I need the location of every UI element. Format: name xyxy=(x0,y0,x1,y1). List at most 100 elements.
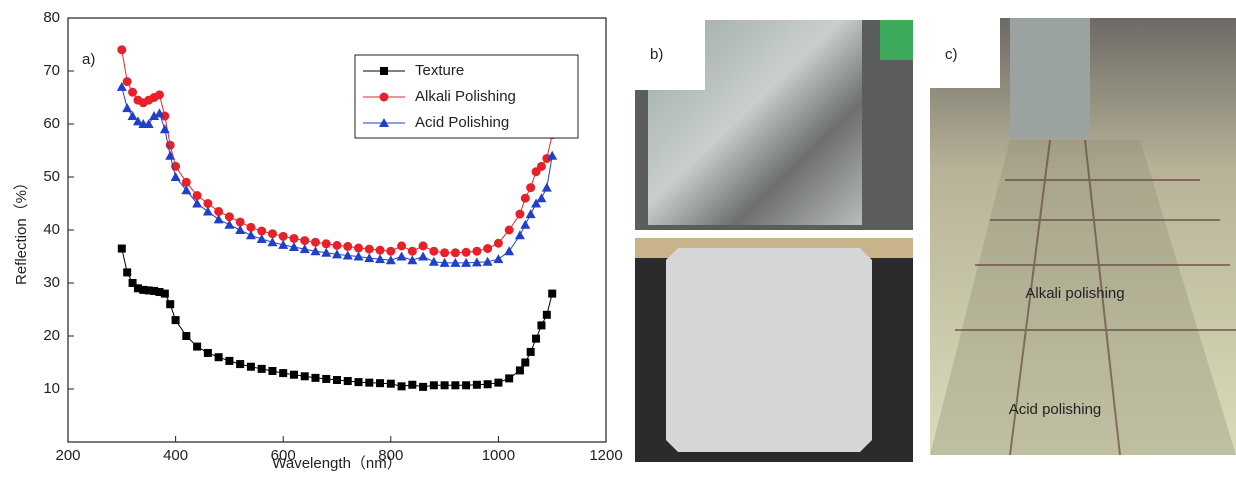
data-point xyxy=(154,108,165,118)
data-point xyxy=(117,244,126,253)
data-point xyxy=(192,191,202,201)
data-point xyxy=(386,246,396,256)
data-point xyxy=(246,222,256,232)
data-point xyxy=(461,247,471,257)
data-point xyxy=(440,248,450,258)
data-point xyxy=(396,251,407,261)
data-point xyxy=(214,206,224,216)
data-point xyxy=(224,212,234,222)
data-point xyxy=(155,288,164,297)
data-point xyxy=(128,87,138,97)
panel-label: c) xyxy=(945,46,958,63)
data-point xyxy=(504,225,514,235)
data-point xyxy=(353,251,364,261)
data-point xyxy=(343,377,352,386)
panel-label: a) xyxy=(82,51,95,68)
data-point xyxy=(418,251,429,261)
data-point xyxy=(440,381,449,390)
y-tick-label: 50 xyxy=(43,168,60,185)
data-point xyxy=(439,257,450,267)
data-point xyxy=(333,375,341,384)
data-point xyxy=(429,381,438,390)
data-point xyxy=(181,185,192,195)
data-point xyxy=(520,193,530,203)
data-point xyxy=(472,380,481,389)
data-point xyxy=(143,119,154,128)
data-point xyxy=(483,380,492,389)
data-point xyxy=(123,268,132,277)
data-point xyxy=(547,150,558,160)
data-point xyxy=(288,241,299,251)
series-line xyxy=(121,248,553,388)
x-tick-label: 600 xyxy=(271,447,296,464)
data-point xyxy=(429,246,439,256)
data-point xyxy=(537,321,546,330)
data-point xyxy=(375,254,386,264)
data-point xyxy=(235,225,246,234)
background xyxy=(880,20,913,60)
data-point xyxy=(257,364,266,373)
data-point xyxy=(342,250,353,260)
data-point xyxy=(122,77,132,87)
data-point xyxy=(419,382,428,391)
data-point xyxy=(213,214,224,224)
data-point xyxy=(245,230,256,240)
wafer xyxy=(666,248,872,452)
data-point xyxy=(192,198,203,208)
legend-marker xyxy=(380,67,388,75)
wafer-grid xyxy=(955,139,1236,456)
data-point xyxy=(299,244,310,254)
data-point xyxy=(428,256,439,266)
data-point xyxy=(376,379,385,388)
data-point xyxy=(154,90,164,100)
data-point xyxy=(321,239,331,249)
data-point xyxy=(407,246,417,256)
data-point xyxy=(504,246,515,256)
data-point xyxy=(171,316,180,325)
data-point xyxy=(268,366,277,375)
data-point xyxy=(311,373,320,382)
data-point xyxy=(225,356,234,365)
data-point xyxy=(267,237,278,247)
data-point xyxy=(407,255,418,265)
data-point xyxy=(483,244,493,254)
data-point xyxy=(321,247,332,257)
data-point xyxy=(235,217,245,227)
data-point xyxy=(364,253,375,263)
data-point xyxy=(526,183,536,193)
data-point xyxy=(386,379,395,388)
data-point xyxy=(159,124,170,134)
data-point xyxy=(133,284,142,293)
data-point xyxy=(472,246,482,256)
x-tick-label: 800 xyxy=(378,447,403,464)
y-tick-label: 20 xyxy=(43,327,60,344)
data-point xyxy=(505,374,514,383)
data-point xyxy=(521,358,530,367)
data-point xyxy=(494,378,503,387)
panel-label: b) xyxy=(650,46,663,63)
x-tick-label: 1000 xyxy=(482,447,515,464)
photo-annotation: Alkali polishing xyxy=(1025,285,1124,302)
data-point xyxy=(256,234,267,244)
data-point xyxy=(202,206,213,216)
data-point xyxy=(343,241,353,251)
data-point xyxy=(375,245,385,255)
data-point xyxy=(116,81,127,91)
data-point xyxy=(322,374,331,383)
data-point xyxy=(278,231,288,241)
data-point xyxy=(397,382,406,391)
legend-marker xyxy=(379,118,389,127)
data-point xyxy=(542,310,551,319)
data-point xyxy=(354,243,364,253)
data-point xyxy=(536,193,547,203)
data-point xyxy=(332,249,342,259)
data-point xyxy=(461,257,472,267)
photo-annotation: Acid polishing xyxy=(1009,401,1102,418)
data-point xyxy=(482,256,493,266)
data-point xyxy=(289,370,298,379)
legend-label: Acid Polishing xyxy=(415,114,509,131)
x-axis-label: Wavelength（nm） xyxy=(272,455,402,472)
data-point xyxy=(531,198,542,208)
data-point xyxy=(526,347,535,356)
y-tick-label: 40 xyxy=(43,221,60,238)
